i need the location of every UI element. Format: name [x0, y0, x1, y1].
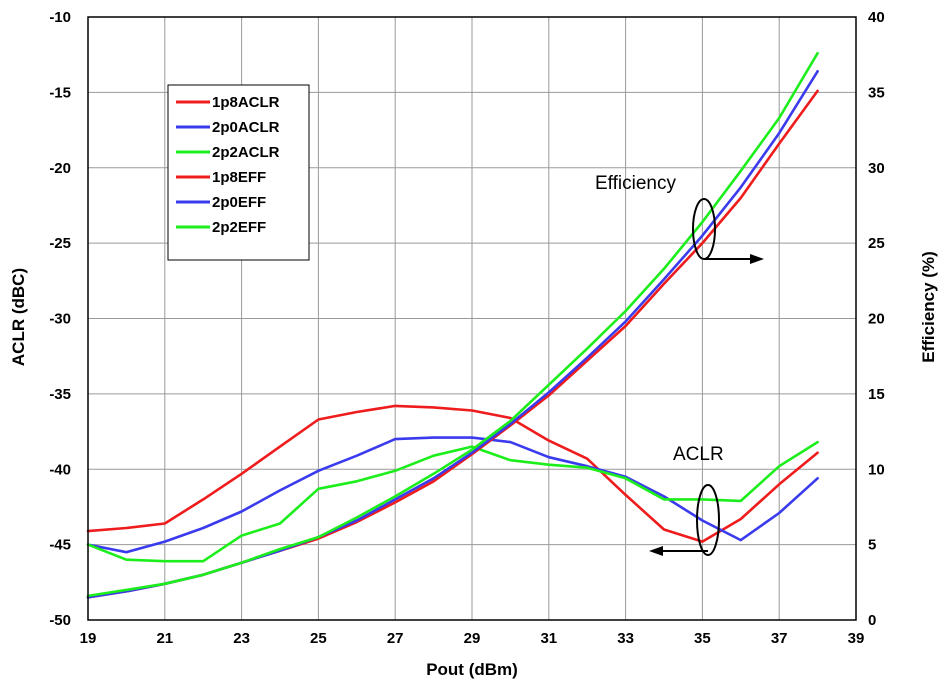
legend: 1p8ACLR 2p0ACLR 2p2ACLR 1p8EFF 2p0EFF 2p2EFF — [167, 84, 310, 261]
legend-box — [167, 84, 310, 261]
x-axis-title: Pout (dBm) — [426, 660, 518, 679]
legend-label: 2p0ACLR — [212, 119, 280, 136]
y-left-axis-title: ACLR (dBC) — [9, 268, 28, 366]
legend-label: 1p8ACLR — [212, 94, 280, 111]
aclr-callout-ellipse — [696, 484, 720, 556]
legend-label: 1p8EFF — [212, 169, 266, 186]
plot-frame — [87, 16, 857, 621]
y-left-tick-label: -25 — [49, 235, 71, 252]
series-line-2p0ACLR — [86, 436, 819, 554]
aclr-arrow-head — [649, 546, 663, 556]
efficiency-annotation: Efficiency — [595, 173, 764, 264]
efficiency-annotation-label: Efficiency — [595, 173, 676, 194]
y-right-tick-label: 10 — [868, 461, 885, 478]
x-tick-label: 23 — [233, 630, 250, 647]
series-layer — [86, 51, 819, 599]
y-right-tick-label: 5 — [868, 537, 876, 554]
y-left-tick-label: -45 — [49, 537, 71, 554]
aclr-annotation: ACLR — [649, 444, 724, 556]
x-tick-label: 35 — [694, 630, 711, 647]
y-right-axis-title: Efficiency (%) — [919, 251, 938, 362]
y-left-tick-label: -20 — [49, 160, 71, 177]
y-left-tick-label: -35 — [49, 386, 71, 403]
x-tick-label: 29 — [464, 630, 481, 647]
x-tick-label: 27 — [387, 630, 404, 647]
y-right-tick-label: 25 — [868, 235, 885, 252]
x-tick-label: 33 — [617, 630, 634, 647]
x-tick-label: 19 — [80, 630, 97, 647]
series-line-2p2ACLR — [86, 440, 819, 563]
efficiency-arrow-head — [750, 254, 764, 264]
x-tick-label: 37 — [771, 630, 788, 647]
y-right-tick-label: 0 — [868, 612, 876, 629]
series-line-2p2EFF — [86, 51, 819, 598]
y-left-tick-label: -30 — [49, 311, 71, 328]
x-tick-label: 25 — [310, 630, 327, 647]
legend-label: 2p0EFF — [212, 194, 266, 211]
x-tick-label: 21 — [156, 630, 173, 647]
legend-label: 2p2EFF — [212, 219, 266, 236]
y-left-tick-label: -15 — [49, 84, 71, 101]
aclr-annotation-label: ACLR — [673, 444, 724, 465]
y-left-tick-label: -10 — [49, 9, 71, 26]
y-left-tick-label: -40 — [49, 461, 71, 478]
y-right-tick-label: 35 — [868, 84, 885, 101]
legend-label: 2p2ACLR — [212, 144, 280, 161]
x-tick-label: 39 — [848, 630, 865, 647]
y-right-tick-label: 15 — [868, 386, 885, 403]
y-right-tick-label: 20 — [868, 311, 885, 328]
y-right-tick-label: 40 — [868, 9, 885, 26]
series-line-1p8ACLR — [86, 404, 819, 543]
y-right-tick-label: 30 — [868, 160, 885, 177]
x-tick-label: 31 — [540, 630, 557, 647]
y-left-tick-label: -50 — [49, 612, 71, 629]
ticks: 19 21 23 25 27 29 31 33 35 37 39 -10 -15 -20 -25 -30 -35… — [49, 9, 884, 647]
